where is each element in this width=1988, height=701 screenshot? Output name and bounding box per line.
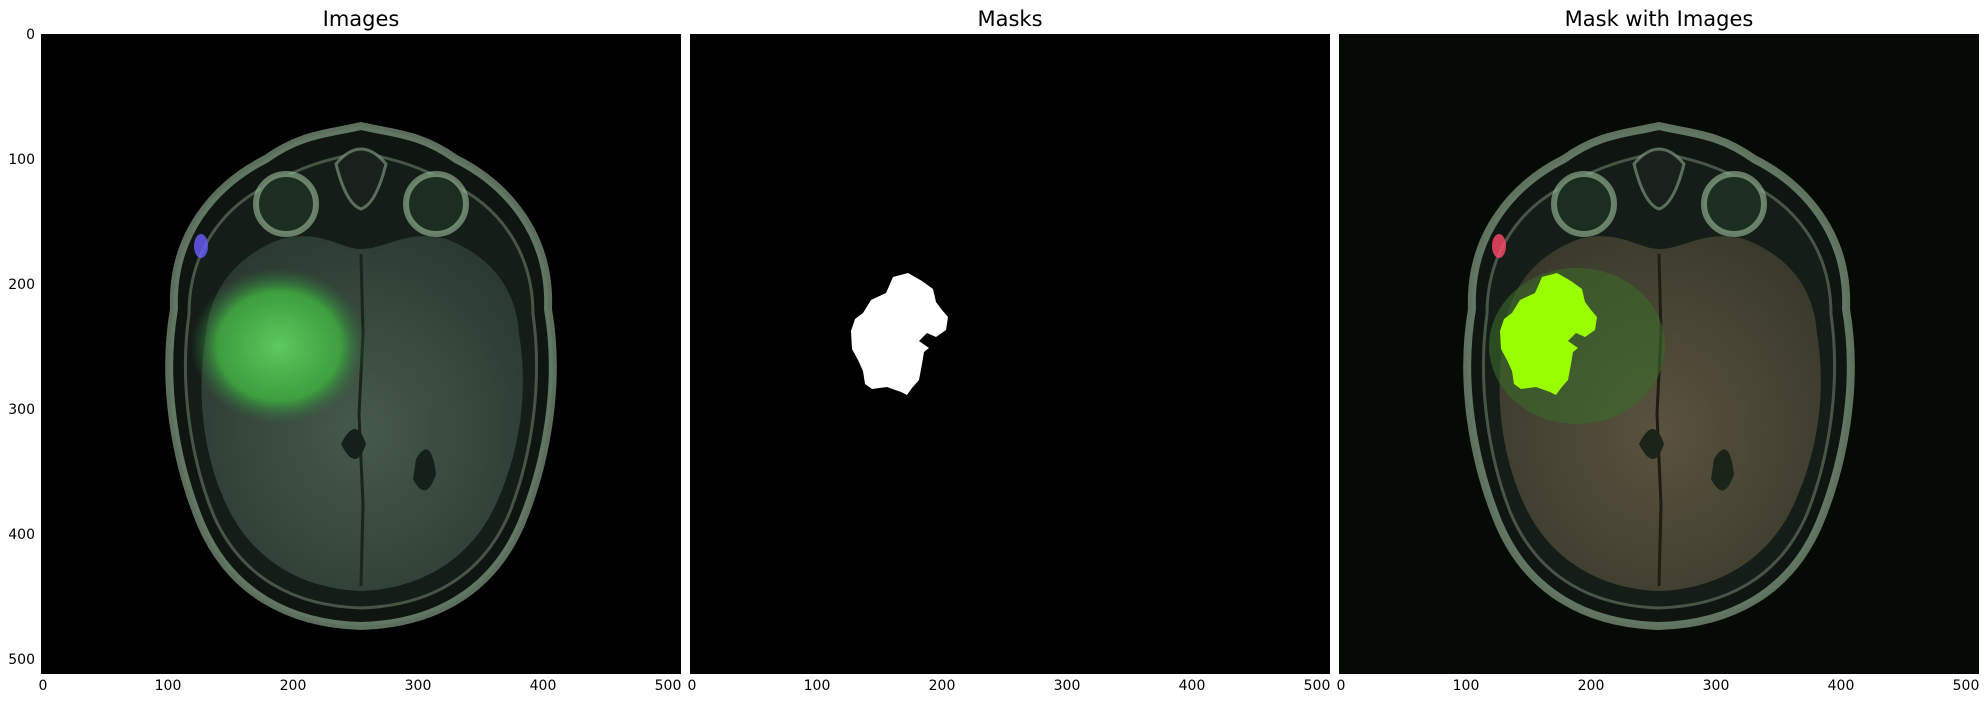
y-axis-ticks: 0 100 200 300 400 500 xyxy=(8,27,35,668)
x-tick: 200 xyxy=(280,678,307,694)
x-tick: 300 xyxy=(1703,678,1730,694)
x-tick: 200 xyxy=(929,678,956,694)
x-tick: 500 xyxy=(1953,678,1980,694)
brain-mri-image xyxy=(169,126,553,626)
brain-mri-overlay-image xyxy=(1467,126,1851,626)
x-tick: 400 xyxy=(530,678,557,694)
panel-images: Images 0 100 200 300 400 xyxy=(8,7,681,694)
x-tick: 0 xyxy=(688,678,697,694)
y-tick: 100 xyxy=(8,152,35,168)
x-tick: 200 xyxy=(1578,678,1605,694)
x-axis-ticks: 0 100 200 300 400 500 xyxy=(39,678,682,694)
y-tick: 500 xyxy=(8,652,35,668)
x-tick: 300 xyxy=(1054,678,1081,694)
x-tick: 400 xyxy=(1828,678,1855,694)
x-tick: 400 xyxy=(1179,678,1206,694)
x-axis-ticks: 0 100 200 300 400 500 xyxy=(1337,678,1980,694)
y-tick: 200 xyxy=(8,277,35,293)
x-tick: 100 xyxy=(1453,678,1480,694)
x-tick: 500 xyxy=(1304,678,1331,694)
panel-title-overlay: Mask with Images xyxy=(1565,7,1754,31)
x-tick: 500 xyxy=(655,678,682,694)
x-tick: 100 xyxy=(804,678,831,694)
x-tick: 0 xyxy=(1337,678,1346,694)
panel-images-plot xyxy=(41,34,681,674)
x-tick: 300 xyxy=(405,678,432,694)
tumor-region xyxy=(191,268,367,424)
tumor-mask xyxy=(851,273,948,395)
y-tick: 300 xyxy=(8,402,35,418)
panel-masks-frame xyxy=(690,34,1330,674)
x-axis-ticks: 0 100 200 300 400 500 xyxy=(688,678,1331,694)
y-tick: 400 xyxy=(8,527,35,543)
panel-title-images: Images xyxy=(323,7,400,31)
panel-overlay-plot xyxy=(1339,34,1979,674)
panel-title-masks: Masks xyxy=(977,7,1042,31)
overlay-tumor-mask xyxy=(1500,273,1597,395)
panel-masks: Masks 0 100 200 300 400 500 xyxy=(688,7,1331,694)
panel-masks-plot xyxy=(690,34,1330,674)
y-tick: 0 xyxy=(26,27,35,43)
x-tick: 100 xyxy=(155,678,182,694)
panel-overlay: Mask with Images 0 100 200 300 400 500 xyxy=(1337,7,1980,694)
x-tick: 0 xyxy=(39,678,48,694)
